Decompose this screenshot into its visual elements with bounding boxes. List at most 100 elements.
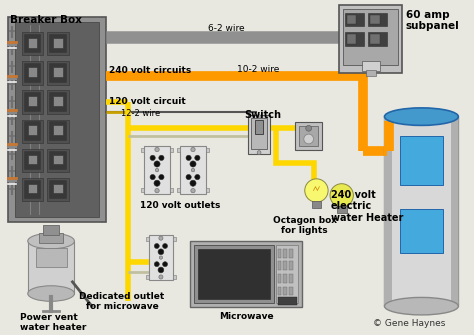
Bar [47,149,69,172]
Bar [289,287,293,295]
Bar [384,117,392,306]
Bar [49,122,67,141]
Circle shape [190,180,196,186]
Bar [289,249,293,258]
Bar [283,261,287,270]
Bar [346,15,356,24]
Bar [278,274,282,283]
Circle shape [155,169,159,172]
Circle shape [306,125,311,131]
Bar [190,241,302,307]
Bar [251,118,267,149]
Bar [24,92,41,112]
Bar [198,249,270,299]
Bar [148,235,173,280]
Bar [43,225,59,235]
Ellipse shape [28,286,74,301]
Bar [49,151,67,170]
Bar [206,188,209,192]
Bar [22,32,43,55]
Bar [173,274,176,279]
Circle shape [159,275,163,279]
Bar [22,120,43,143]
Bar [53,38,63,48]
Bar [278,287,282,295]
Bar [400,209,443,253]
Bar [24,34,41,54]
Bar [311,201,321,208]
Circle shape [159,236,163,240]
Circle shape [155,244,159,249]
Text: 60 amp
subpanel: 60 amp subpanel [406,10,460,31]
Bar [24,122,41,141]
Circle shape [150,155,155,160]
Bar [47,90,69,114]
Bar [345,13,364,26]
Circle shape [159,155,164,160]
Text: 10-2 wire: 10-2 wire [237,65,279,74]
Bar [177,188,180,192]
Bar [28,96,37,106]
Ellipse shape [384,297,458,315]
Bar [36,248,67,267]
Bar [283,274,287,283]
Text: Dedicated outlet
for microwave: Dedicated outlet for microwave [80,291,164,311]
Bar [384,117,458,306]
Bar [278,261,282,270]
Bar [289,274,293,283]
Bar [146,274,148,279]
Circle shape [159,175,164,180]
Bar [177,148,180,152]
Circle shape [186,175,191,180]
Bar [362,61,380,71]
Bar [141,188,144,192]
Circle shape [186,155,191,160]
Bar [283,249,287,258]
Bar [28,38,37,48]
Bar [180,146,206,194]
Text: Microwave: Microwave [219,312,273,321]
Circle shape [191,189,195,193]
Circle shape [163,244,167,249]
Bar [370,15,380,24]
Bar [49,180,67,199]
Text: 12-2 wire: 12-2 wire [121,109,160,118]
Text: Octagon box
for lights: Octagon box for lights [273,216,337,235]
Circle shape [304,134,313,144]
Text: Switch: Switch [245,110,282,120]
Bar [28,184,37,193]
Bar [346,34,356,44]
Bar [248,115,270,153]
Bar [24,180,41,199]
Circle shape [257,115,261,119]
Circle shape [155,262,159,267]
Bar [278,297,297,305]
Circle shape [154,161,160,167]
Bar [53,184,63,193]
Bar [345,32,364,46]
Bar [53,67,63,77]
Bar [39,233,63,243]
Bar [28,154,37,164]
Bar [295,123,322,150]
Bar [370,34,380,44]
Circle shape [158,267,164,273]
Bar [451,117,458,306]
Bar [343,9,398,65]
Bar [28,67,37,77]
Bar [22,178,43,201]
Bar [170,188,173,192]
Bar [173,237,176,241]
Text: 240 volt circuits: 240 volt circuits [109,66,191,75]
Bar [47,120,69,143]
Bar [337,206,346,213]
Bar [368,32,387,46]
Bar [22,61,43,84]
Circle shape [305,179,328,202]
Circle shape [154,180,160,186]
Circle shape [257,151,261,154]
Text: 6-2 wire: 6-2 wire [208,24,244,33]
Bar [22,149,43,172]
Bar [49,34,67,54]
Ellipse shape [28,233,74,249]
